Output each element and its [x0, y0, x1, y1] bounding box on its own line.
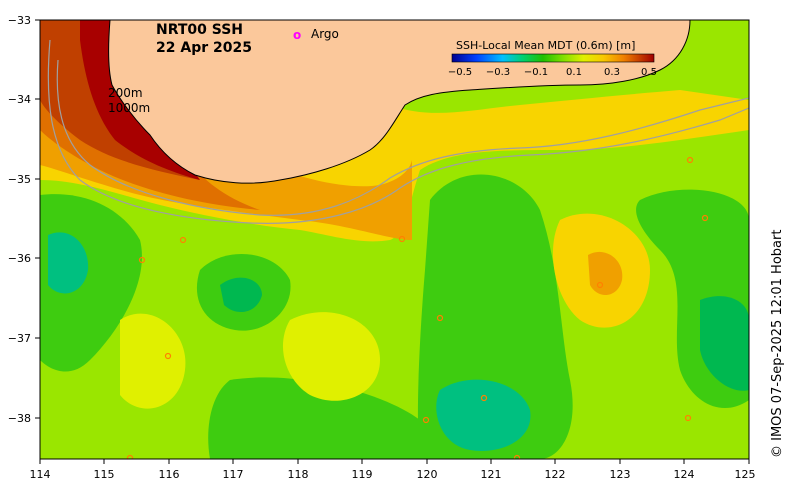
ssh-high-southwest — [120, 313, 186, 409]
argo-float[interactable] — [436, 314, 444, 322]
ssh-shelf-core — [40, 20, 200, 180]
argo-float[interactable] — [684, 414, 692, 422]
y-axis: −33 −34 −35 −36 −37 −38 — [8, 14, 40, 425]
y-tick-label: −36 — [8, 252, 31, 265]
ssh-high-south-central — [282, 312, 380, 401]
x-tick-label: 119 — [352, 468, 373, 481]
x-tick-label: 115 — [94, 468, 115, 481]
argo-floats — [126, 156, 709, 461]
x-tick-label: 116 — [159, 468, 180, 481]
argo-float[interactable] — [126, 454, 134, 461]
argo-float[interactable] — [596, 281, 604, 289]
y-tick-label: −35 — [8, 173, 31, 186]
x-tick-label: 117 — [223, 468, 244, 481]
bathymetry-1000m — [47, 39, 749, 224]
ssh-eddy-south — [436, 379, 531, 451]
x-tick-label: 120 — [417, 468, 438, 481]
credit-text: © IMOS 07-Sep-2025 12:01 Hobart — [770, 230, 785, 458]
argo-float[interactable] — [179, 236, 187, 244]
y-tick-label: −37 — [8, 332, 31, 345]
x-axis: 114 115 116 117 118 119 120 121 122 123 … — [30, 459, 756, 481]
x-tick-label: 121 — [481, 468, 502, 481]
x-tick-label: 114 — [30, 468, 51, 481]
map-title: NRT00 SSH — [156, 22, 243, 38]
ssh-eddy-west — [48, 232, 89, 294]
colorbar-tick: 0.3 — [604, 67, 620, 78]
colorbar-tick: −0.1 — [524, 67, 548, 78]
map-field — [40, 20, 749, 461]
argo-float[interactable] — [138, 256, 146, 264]
colorbar: SSH-Local Mean MDT (0.6m) [m] −0.5 −0.3 … — [448, 39, 657, 78]
x-tick-label: 125 — [735, 468, 756, 481]
y-tick-label: −38 — [8, 412, 31, 425]
ssh-low-south — [208, 377, 420, 459]
y-tick-label: −33 — [8, 14, 31, 27]
bathymetry-200m — [56, 59, 749, 216]
map-date: 22 Apr 2025 — [156, 40, 252, 56]
argo-legend-symbol: o — [293, 28, 301, 42]
x-tick-label: 124 — [674, 468, 695, 481]
argo-float[interactable] — [686, 156, 694, 164]
argo-float[interactable] — [513, 454, 521, 461]
contour-label-1000m: 1000m — [108, 101, 150, 115]
x-tick-label: 118 — [288, 468, 309, 481]
argo-legend: o Argo — [293, 27, 339, 42]
colorbar-tick: −0.5 — [448, 67, 472, 78]
colorbar-scale — [451, 53, 655, 63]
colorbar-title: SSH-Local Mean MDT (0.6m) [m] — [456, 39, 635, 52]
x-tick-label: 123 — [610, 468, 631, 481]
ssh-high-east-core — [588, 251, 623, 296]
ssh-eddy-central-core — [220, 277, 262, 313]
colorbar-tick: 0.5 — [641, 67, 657, 78]
argo-float[interactable] — [422, 416, 430, 424]
argo-float[interactable] — [480, 394, 488, 402]
argo-float[interactable] — [701, 214, 709, 222]
ssh-eddy-east — [700, 296, 749, 391]
x-tick-label: 122 — [545, 468, 566, 481]
colorbar-tick: −0.3 — [486, 67, 510, 78]
map-frame — [39, 19, 750, 460]
colorbar-tick: 0.1 — [566, 67, 582, 78]
contour-label-200m: 200m — [108, 86, 143, 100]
argo-float[interactable] — [164, 352, 172, 360]
argo-legend-label: Argo — [311, 27, 339, 41]
argo-float[interactable] — [398, 235, 406, 243]
y-tick-label: −34 — [8, 93, 31, 106]
